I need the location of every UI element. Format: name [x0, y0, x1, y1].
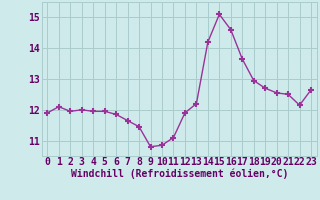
X-axis label: Windchill (Refroidissement éolien,°C): Windchill (Refroidissement éolien,°C): [70, 169, 288, 179]
